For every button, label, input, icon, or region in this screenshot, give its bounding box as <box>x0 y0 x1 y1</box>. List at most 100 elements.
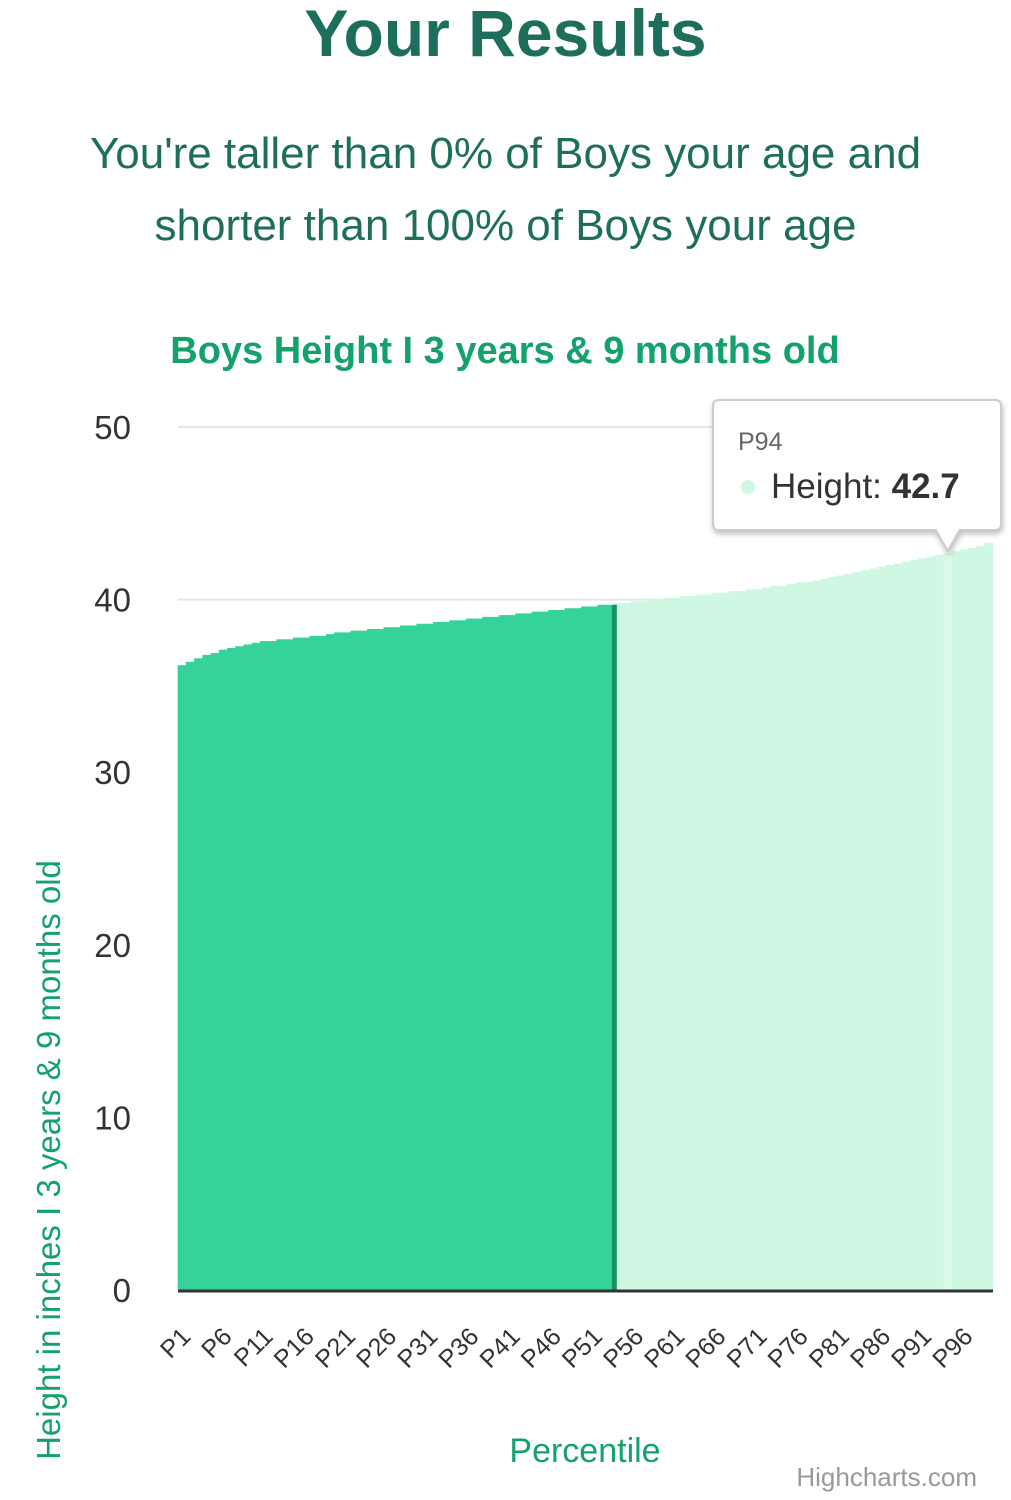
bar-p65[interactable] <box>704 594 714 1290</box>
bar-p75[interactable] <box>786 584 796 1290</box>
bar-p62[interactable] <box>679 596 689 1290</box>
bar-p95[interactable] <box>951 551 961 1290</box>
bar-p27[interactable] <box>391 627 401 1290</box>
bar-p4[interactable] <box>202 654 212 1290</box>
bar-p20[interactable] <box>334 632 343 1290</box>
bar-p80[interactable] <box>828 577 837 1290</box>
bars[interactable] <box>177 542 994 1291</box>
bar-p69[interactable] <box>737 590 747 1290</box>
bar-p31[interactable] <box>424 623 434 1290</box>
bar-p67[interactable] <box>721 592 730 1290</box>
bar-p25[interactable] <box>375 628 385 1290</box>
bar-p58[interactable] <box>646 599 656 1290</box>
bar-p72[interactable] <box>762 587 772 1290</box>
bar-p13[interactable] <box>276 639 286 1290</box>
bar-p17[interactable] <box>309 635 319 1290</box>
bar-p63[interactable] <box>688 596 697 1290</box>
bar-p64[interactable] <box>696 594 706 1290</box>
bar-p38[interactable] <box>482 616 492 1290</box>
bar-p52[interactable] <box>597 604 607 1290</box>
bar-p14[interactable] <box>284 639 294 1290</box>
bar-p11[interactable] <box>260 641 269 1290</box>
bar-p94[interactable] <box>943 553 953 1290</box>
bar-p48[interactable] <box>564 608 574 1290</box>
bar-p1[interactable] <box>177 665 187 1290</box>
bar-p59[interactable] <box>655 599 664 1290</box>
bar-p30[interactable] <box>416 623 426 1290</box>
bar-p56[interactable] <box>630 601 640 1290</box>
bar-p73[interactable] <box>770 585 780 1290</box>
bar-p83[interactable] <box>852 571 862 1290</box>
bar-p98[interactable] <box>976 546 986 1290</box>
bar-p12[interactable] <box>268 641 278 1290</box>
bar-p53[interactable] <box>605 604 615 1290</box>
bar-p47[interactable] <box>556 609 566 1290</box>
bar-p92[interactable] <box>926 556 936 1290</box>
bar-p90[interactable] <box>910 559 920 1290</box>
highcharts-credit[interactable]: Highcharts.com <box>796 1462 977 1492</box>
bar-p50[interactable] <box>581 606 590 1291</box>
bar-p89[interactable] <box>902 561 911 1290</box>
bar-p29[interactable] <box>408 625 418 1290</box>
bar-p2[interactable] <box>185 661 195 1290</box>
bar-p42[interactable] <box>515 613 525 1290</box>
bar-p21[interactable] <box>342 632 352 1290</box>
bar-p32[interactable] <box>432 622 442 1290</box>
bar-p86[interactable] <box>877 566 887 1290</box>
bar-p10[interactable] <box>251 642 261 1290</box>
bar-p57[interactable] <box>638 601 648 1290</box>
bar-p70[interactable] <box>745 589 755 1290</box>
bar-p61[interactable] <box>671 597 681 1290</box>
bar-p8[interactable] <box>235 646 245 1290</box>
bar-p15[interactable] <box>292 637 302 1290</box>
bar-p79[interactable] <box>819 578 829 1290</box>
bar-p54[interactable] <box>614 603 623 1290</box>
bar-p9[interactable] <box>243 644 253 1290</box>
bar-p22[interactable] <box>350 630 360 1290</box>
bar-p68[interactable] <box>729 590 739 1290</box>
bar-p35[interactable] <box>457 620 467 1290</box>
bar-p78[interactable] <box>811 580 821 1290</box>
bar-p3[interactable] <box>194 658 203 1290</box>
bar-p82[interactable] <box>844 573 854 1290</box>
bar-p88[interactable] <box>893 563 903 1290</box>
bar-p97[interactable] <box>968 547 977 1290</box>
bar-p18[interactable] <box>317 635 327 1290</box>
bar-p26[interactable] <box>383 627 393 1290</box>
bar-p51[interactable] <box>589 606 599 1291</box>
bar-p41[interactable] <box>506 615 516 1290</box>
bar-p96[interactable] <box>959 549 969 1290</box>
bar-p16[interactable] <box>301 637 311 1290</box>
bar-p36[interactable] <box>465 618 475 1290</box>
bar-p81[interactable] <box>836 575 846 1290</box>
bar-p5[interactable] <box>210 653 220 1290</box>
bar-p44[interactable] <box>531 611 541 1290</box>
bar-p93[interactable] <box>935 554 944 1290</box>
bar-p43[interactable] <box>523 613 533 1290</box>
bar-p19[interactable] <box>325 634 335 1290</box>
bar-p77[interactable] <box>803 582 813 1290</box>
bar-p37[interactable] <box>474 618 483 1290</box>
bar-p66[interactable] <box>712 592 722 1290</box>
bar-p40[interactable] <box>498 615 508 1290</box>
bar-p24[interactable] <box>367 628 376 1290</box>
bar-p55[interactable] <box>622 603 632 1290</box>
bar-p91[interactable] <box>918 558 928 1290</box>
bar-p6[interactable] <box>218 649 228 1290</box>
bar-p23[interactable] <box>358 630 368 1290</box>
bar-p46[interactable] <box>548 609 557 1290</box>
bar-p85[interactable] <box>869 568 879 1290</box>
bar-p34[interactable] <box>449 620 459 1290</box>
bar-p84[interactable] <box>860 570 870 1290</box>
bar-p49[interactable] <box>572 608 582 1290</box>
bar-p87[interactable] <box>885 565 895 1290</box>
bar-p99[interactable] <box>984 542 994 1290</box>
bar-p60[interactable] <box>663 597 673 1290</box>
bar-p7[interactable] <box>227 647 236 1290</box>
bar-p39[interactable] <box>490 616 500 1290</box>
bar-p33[interactable] <box>441 622 450 1290</box>
bar-p45[interactable] <box>539 611 549 1290</box>
bar-p71[interactable] <box>753 589 763 1290</box>
bar-p28[interactable] <box>399 625 409 1290</box>
bar-p76[interactable] <box>795 582 804 1290</box>
